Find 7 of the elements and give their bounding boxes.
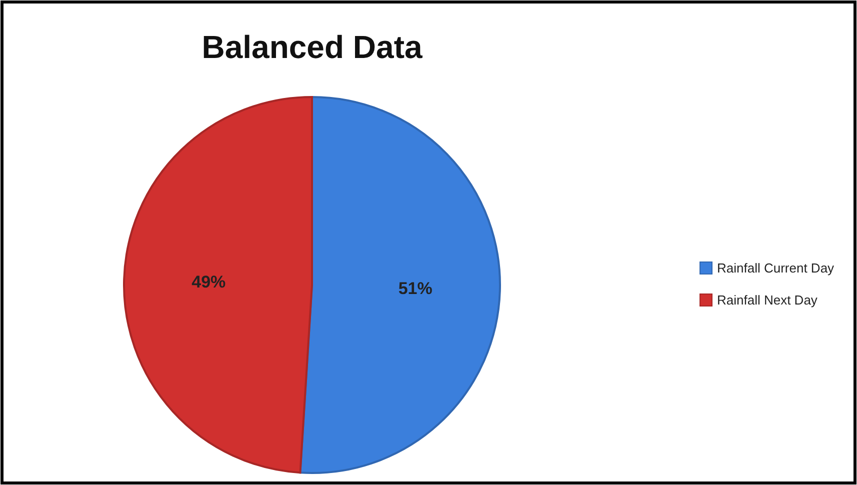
legend-label: Rainfall Current Day — [717, 260, 835, 276]
chart-title: Balanced Data — [202, 29, 422, 65]
pie-slice — [123, 96, 313, 474]
data-label: 51% — [398, 279, 432, 298]
pie-slice — [299, 96, 501, 474]
data-label: 49% — [192, 272, 226, 292]
legend-label: Rainfall Next Day — [717, 292, 818, 308]
